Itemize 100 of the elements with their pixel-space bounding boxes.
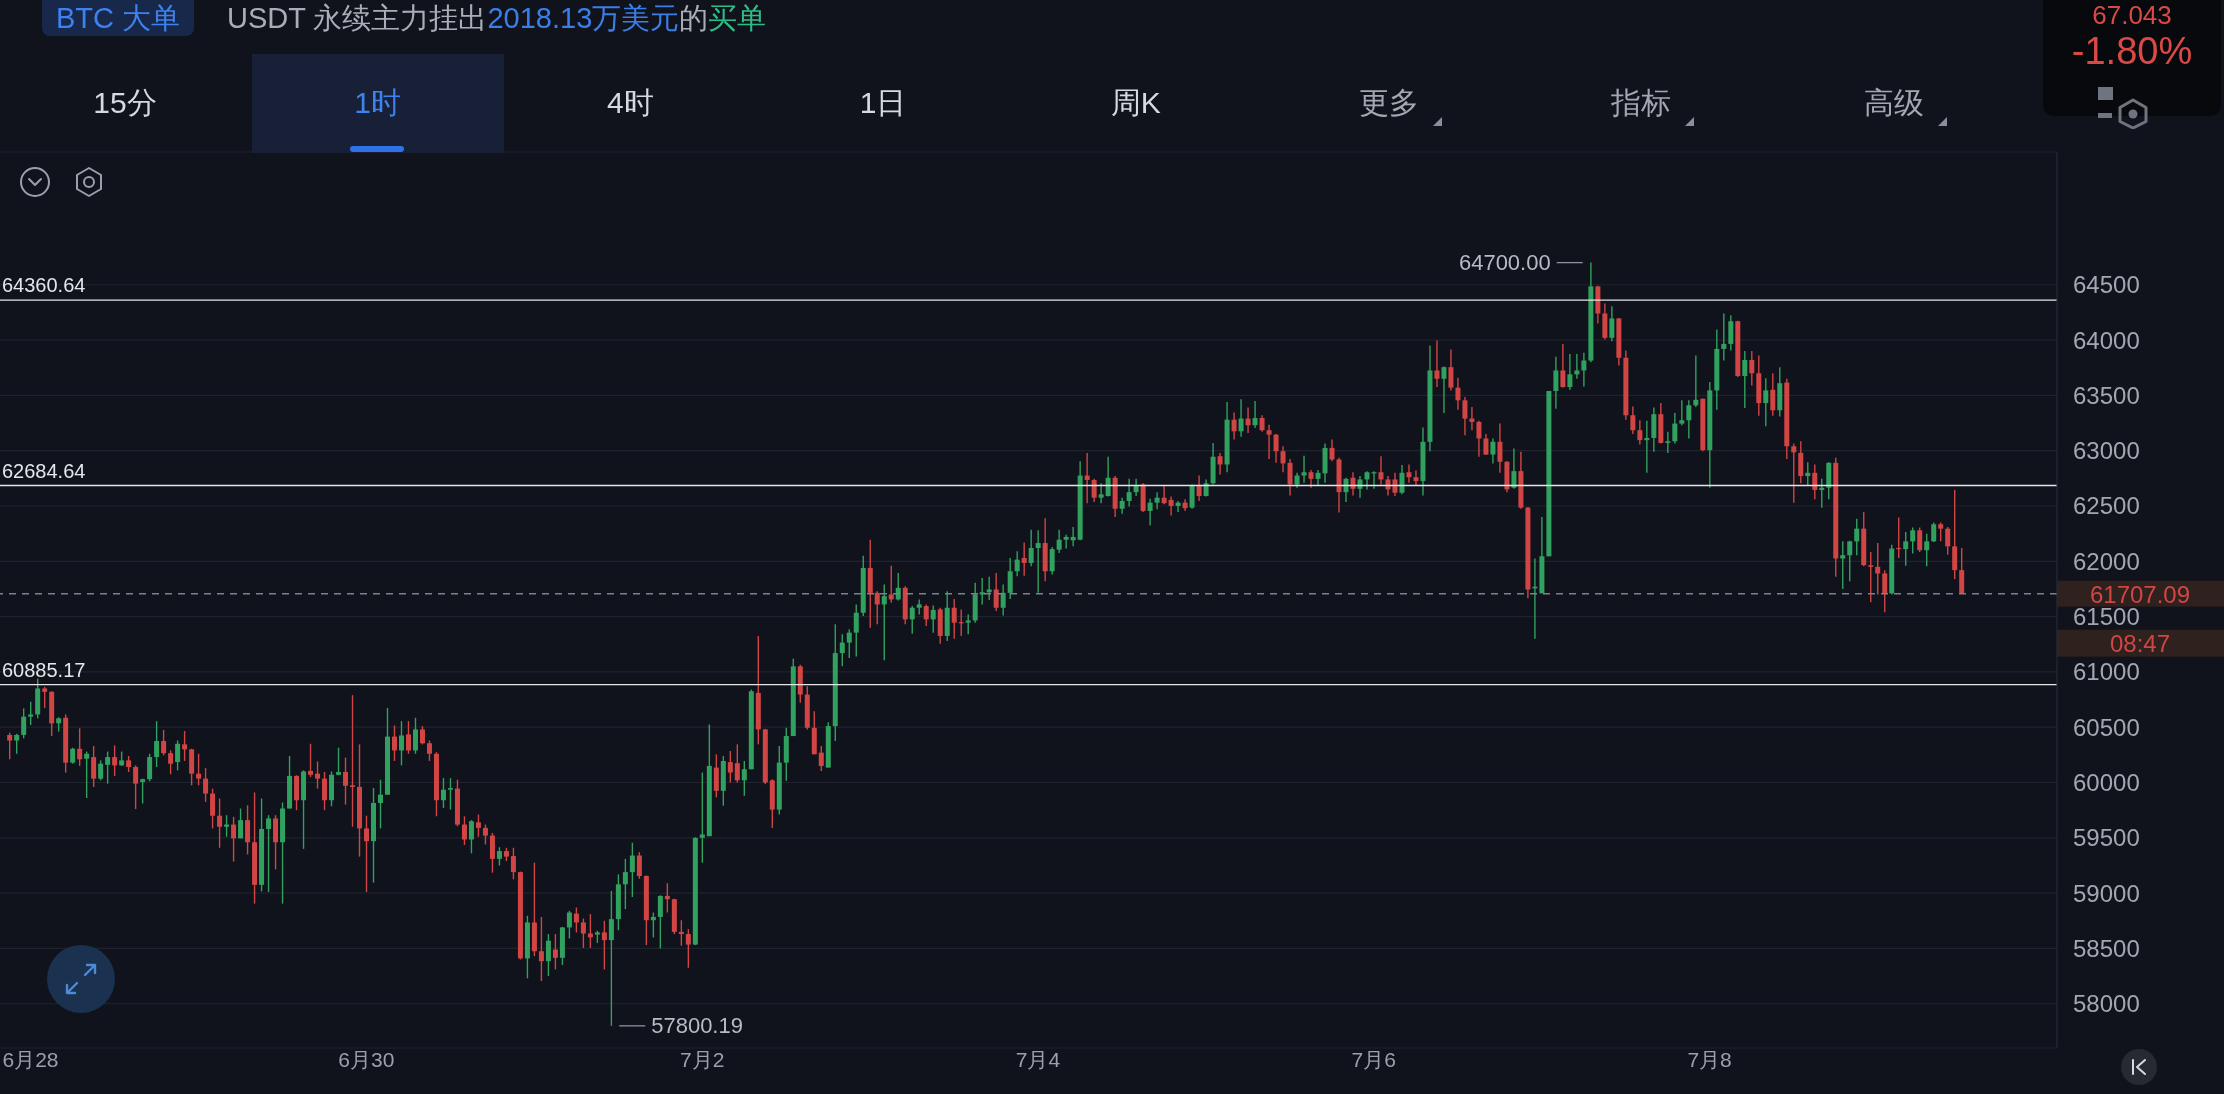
y-tick-label: 62500 [2073,492,2140,520]
candlestick [601,920,607,971]
candlestick [84,750,90,799]
candlestick [657,894,663,950]
candlestick [1196,474,1202,502]
candlestick [1938,521,1944,543]
candlestick [1840,540,1846,590]
candlestick [482,823,488,846]
y-tick-label: 63500 [2073,381,2140,409]
candlestick [245,804,251,856]
candlestick [447,777,453,811]
y-tick-label: 59500 [2073,824,2140,852]
candlestick [412,717,418,755]
candlestick [1035,529,1041,594]
candlestick [475,813,481,838]
candlestick [77,727,83,767]
candlestick [405,720,411,755]
candlestick [566,910,572,940]
candlestick [1399,464,1405,496]
annotation: 57800.19 [651,1013,743,1039]
text: 高级 [1863,85,1924,121]
candlestick [1448,348,1454,392]
candlestick [1476,420,1482,458]
candlestick [1063,534,1069,550]
annotation: 64700.00 [1458,250,1551,276]
x-tick-label: 6月28 [2,1047,59,1071]
candlestick [364,815,370,893]
candlestick [336,746,342,777]
candlestick [1637,419,1643,446]
x-tick-label: 7月2 [679,1047,725,1071]
candlestick [1056,529,1062,554]
candlestick [91,745,97,788]
candlestick [308,743,314,778]
candlestick [1847,540,1853,582]
candlestick [217,797,223,849]
candlestick [238,807,244,840]
candlestick [1406,463,1412,484]
candlestick [168,749,174,775]
candlestick [986,576,992,601]
candlestick [1903,531,1909,567]
candlestick [154,720,160,768]
candlestick [1147,498,1153,527]
candlestick [1329,438,1335,462]
candlestick [510,847,516,881]
candlestick [1931,521,1937,543]
text: 1日 [859,85,907,121]
candlestick [909,605,915,635]
text: 15分 [93,85,157,121]
candlestick [888,565,894,604]
candlestick [1511,447,1517,490]
candlestick [1749,350,1755,387]
candlestick [224,814,230,838]
candlestick [1574,353,1580,380]
candlestick [496,846,502,867]
candlestick [1665,431,1671,454]
candlestick [545,933,551,977]
candlestick [1490,437,1496,465]
candlestick [1000,583,1006,617]
candlestick [1742,350,1748,409]
candlestick [1770,372,1776,417]
candlestick [1679,399,1685,426]
candlestick [1378,455,1384,486]
candlestick [608,890,614,1027]
candlestick [1252,400,1258,429]
candlestick [818,745,824,772]
candlestick [1007,557,1013,600]
candlestick [461,815,467,846]
candlestick [231,816,237,863]
candlestick [140,777,146,805]
candlestick [1959,547,1965,595]
candlestick [133,764,139,810]
candlestick [1350,471,1356,497]
y-tick-label: 62000 [2073,547,2140,575]
candlestick [196,753,202,786]
text: 1时 [354,85,402,121]
candlestick [1028,529,1034,567]
text: 周K [1110,85,1161,121]
candlestick [1301,454,1307,484]
candlestick [1266,423,1272,460]
candlestick [685,928,691,969]
text: 08:47 [2109,630,2171,658]
candlestick [1168,495,1174,517]
candlestick [1882,569,1888,613]
candlestick [1721,312,1727,362]
ref-line-label: 62684.64 [2,459,86,482]
candlestick [1798,440,1804,484]
candlestick [343,756,349,806]
candlestick [1091,478,1097,503]
candlestick [1763,377,1769,428]
text: USDT 永续主力挂出 [227,2,488,34]
candlestick [1385,475,1391,497]
ref-line-label: 64360.64 [2,274,86,297]
candlestick [1609,305,1615,342]
candlestick [1952,489,1958,580]
candlestick [203,767,209,803]
candlestick [1868,551,1874,603]
candlestick [839,633,845,668]
candlestick [398,720,404,767]
candlestick [874,590,880,626]
candlestick [1819,478,1825,509]
